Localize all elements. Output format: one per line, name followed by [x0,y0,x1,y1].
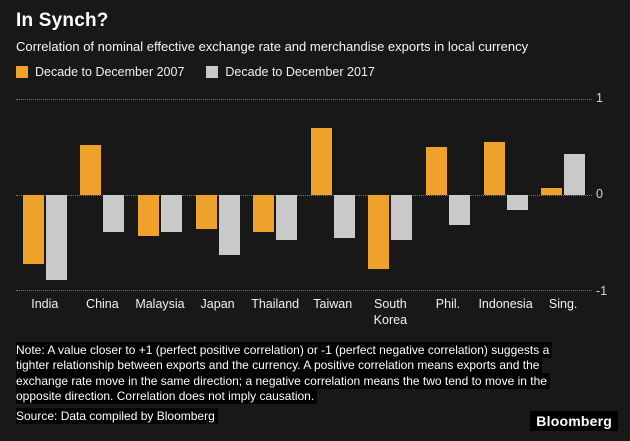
category-label: Indonesia [478,297,533,311]
bar-group-malaysia [131,99,189,291]
category-label: Taiwan [313,297,353,311]
category-label: Japan [200,297,235,311]
legend-item-2007: Decade to December 2007 [16,65,184,79]
bar [137,195,159,237]
category-label: India [31,297,59,311]
bar-slot [195,99,217,291]
chart-legend: Decade to December 2007 Decade to Decemb… [16,65,630,79]
bar [368,195,390,269]
bar-group-taiwan [304,99,362,291]
bar [310,127,332,195]
gridline-zero [16,195,592,196]
category-label: Sing. [548,297,578,311]
bar-group-south-korea [362,99,420,291]
chart-footer: Note: A value closer to +1 (perfect posi… [16,342,614,425]
bar-slot [564,99,586,291]
bar [483,142,505,195]
bloomberg-logo: Bloomberg [530,411,618,431]
bar [45,195,67,281]
category-label: Thailand [251,297,300,311]
legend-swatch-orange-icon [16,66,28,78]
bar [80,145,102,195]
bar [218,195,240,256]
bar [253,195,275,233]
bar-slot [253,99,275,291]
ytick-minus-one: -1 [596,284,608,298]
bar-slot [368,99,390,291]
note-text: Note: A value closer to +1 (perfect posi… [16,342,564,404]
bar-group-thailand [246,99,304,291]
bar-group-sing- [534,99,592,291]
category-label: Phil. [435,297,461,311]
legend-swatch-gray-icon [206,66,219,78]
chart-title: In Synch? [16,10,109,31]
bar [448,195,470,225]
bar-slot [103,99,125,291]
bar-slot [80,99,102,291]
bar-slot [483,99,505,291]
bar [276,195,298,241]
bar [391,195,413,241]
bar-slot [45,99,67,291]
plot-area: 1 0 -1 [16,91,607,298]
legend-label: Decade to December 2007 [35,65,185,79]
bar-slot [218,99,240,291]
bar-slot [22,99,44,291]
ytick-zero: 0 [596,187,603,201]
legend-item-2017: Decade to December 2017 [206,65,375,79]
bar [160,195,182,233]
bar [103,195,125,233]
bar-slot [333,99,355,291]
bar-slot [137,99,159,291]
bar-group-china [74,99,132,291]
bar-slot [425,99,447,291]
bar-slot [276,99,298,291]
ytick-plus-one: 1 [596,91,603,105]
category-axis: India China Malaysia Japan Thailand Taiwan Sou… [16,297,592,328]
category-label: China [86,297,119,311]
category-label: South Korea [373,297,408,327]
bar-slot [541,99,563,291]
bar-groups [16,99,592,291]
bar-group-japan [189,99,247,291]
bar-group-phil- [419,99,477,291]
bar-group-indonesia [477,99,535,291]
category-label: Malaysia [135,297,185,311]
bar-slot [448,99,470,291]
bar-slot [391,99,413,291]
bar [333,195,355,239]
legend-label: Decade to December 2017 [225,65,375,79]
bar [541,188,563,195]
bar-group-india [16,99,74,291]
bar [195,195,217,229]
chart-header: In Synch? Correlation of nominal effecti… [0,0,630,54]
bar-slot [506,99,528,291]
gridline-minus-one [16,290,592,291]
gridline-plus-one [16,99,592,100]
bar-slot [310,99,332,291]
bar [506,195,528,211]
bar-chart: 1 0 -1 India China Malaysia Japan Thailand Ta… [0,91,630,328]
source-text: Source: Data compiled by Bloomberg [16,408,614,425]
bar [425,147,447,195]
bar-slot [160,99,182,291]
bar [22,195,44,265]
chart-subtitle: Correlation of nominal effective exchang… [16,39,529,54]
bar [564,153,586,195]
